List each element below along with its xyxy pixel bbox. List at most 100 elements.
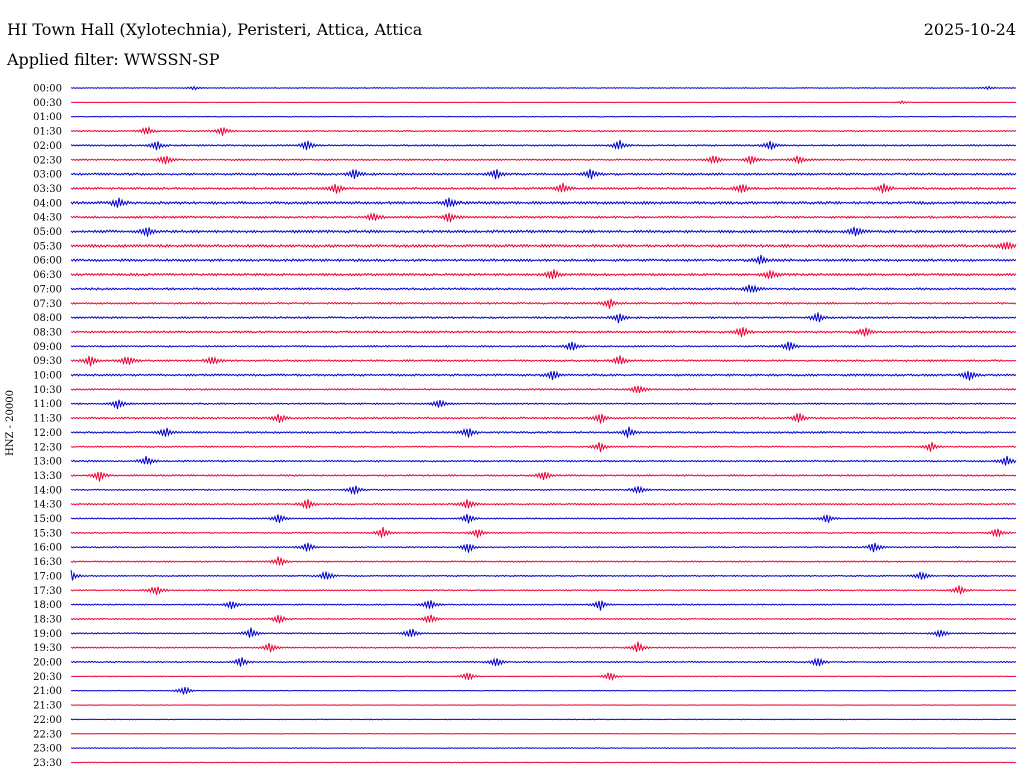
row-time-label: 06:00 (33, 256, 62, 267)
trace-line (70, 298, 1017, 309)
row-time-label: 20:00 (33, 658, 62, 669)
trace-line (70, 226, 1017, 237)
row-time-label: 05:00 (33, 227, 62, 238)
row-time-label: 23:30 (33, 758, 62, 769)
trace-line (70, 471, 1017, 482)
row-time-label: 17:30 (33, 586, 62, 597)
row-time-label: 15:30 (33, 528, 62, 539)
trace-line (70, 284, 1017, 293)
row-time-label: 10:30 (33, 385, 62, 396)
trace-line (70, 455, 1017, 466)
row-time-label: 01:30 (33, 127, 62, 138)
trace-line (70, 413, 1017, 424)
trace-line (70, 168, 1017, 180)
row-time-label: 02:00 (33, 141, 62, 152)
trace-line (70, 614, 1017, 624)
trace-line (70, 672, 1017, 682)
row-time-label: 10:00 (33, 371, 62, 382)
row-time-label: 18:30 (33, 614, 62, 625)
row-time-label: 13:00 (33, 457, 62, 468)
station-title: HI Town Hall (Xylotechnia), Peristeri, A… (7, 20, 423, 39)
trace-line (70, 686, 1017, 695)
trace-line (70, 197, 1017, 208)
row-time-label: 06:30 (33, 270, 62, 281)
trace-line (70, 704, 1017, 706)
trace-line (70, 370, 1017, 381)
row-time-label: 00:00 (33, 84, 62, 95)
row-time-label: 08:00 (33, 313, 62, 324)
trace-line (70, 140, 1017, 151)
trace-line (70, 355, 1017, 367)
row-time-label: 12:30 (33, 442, 62, 453)
trace-line (70, 155, 1017, 165)
row-time-label: 23:00 (33, 744, 62, 755)
row-time-label: 14:30 (33, 500, 62, 511)
trace-line (70, 585, 1017, 595)
row-time-label: 01:00 (33, 112, 62, 123)
row-time-label: 21:00 (33, 686, 62, 697)
trace-line (70, 99, 1017, 105)
row-time-label: 11:30 (33, 414, 62, 425)
row-time-label: 14:00 (33, 485, 62, 496)
row-time-label: 15:00 (33, 514, 62, 525)
trace-line (70, 115, 1017, 118)
trace-line (70, 254, 1017, 265)
row-time-label: 16:00 (33, 543, 62, 554)
trace-line (70, 182, 1017, 194)
filter-label: Applied filter: WWSSN-SP (7, 50, 220, 69)
trace-line (70, 542, 1017, 553)
trace-line (70, 241, 1017, 251)
trace-line (70, 327, 1017, 338)
trace-line (70, 269, 1017, 280)
trace-line (70, 385, 1017, 394)
row-time-label: 17:00 (33, 571, 62, 582)
row-time-label: 19:30 (33, 643, 62, 654)
trace-line (70, 718, 1017, 721)
trace-line (70, 399, 1017, 409)
row-time-label: 20:30 (33, 672, 62, 683)
trace-line (70, 85, 1017, 91)
row-time-label: 19:00 (33, 629, 62, 640)
row-time-label: 13:30 (33, 471, 62, 482)
trace-line (70, 312, 1017, 324)
row-time-label: 22:30 (33, 729, 62, 740)
row-time-label: 04:30 (33, 213, 62, 224)
trace-line (70, 125, 1017, 136)
trace-line (70, 747, 1017, 750)
trace-line (70, 761, 1017, 764)
row-time-label: 09:00 (33, 342, 62, 353)
trace-line (70, 732, 1017, 735)
row-time-label: 04:00 (33, 198, 62, 209)
row-time-label: 03:00 (33, 170, 62, 181)
row-time-label: 07:00 (33, 284, 62, 295)
trace-line (70, 441, 1017, 453)
row-time-label: 09:30 (33, 356, 62, 367)
trace-line (70, 569, 1017, 581)
row-time-label: 02:30 (33, 155, 62, 166)
trace-line (70, 341, 1017, 351)
row-time-label: 12:00 (33, 428, 62, 439)
row-time-label: 22:00 (33, 715, 62, 726)
trace-line (70, 600, 1017, 611)
row-time-label: 00:30 (33, 98, 62, 109)
trace-line (70, 513, 1017, 524)
row-time-label: 08:30 (33, 327, 62, 338)
trace-line (70, 212, 1017, 223)
trace-line (70, 641, 1017, 653)
row-time-label: 16:30 (33, 557, 62, 568)
row-time-label: 05:30 (33, 241, 62, 252)
trace-line (70, 527, 1017, 538)
plot-date: 2025-10-24 (923, 20, 1016, 39)
row-time-label: 03:30 (33, 184, 62, 195)
row-time-label: 11:00 (33, 399, 62, 410)
trace-line (70, 556, 1017, 567)
row-time-label: 21:30 (33, 701, 62, 712)
row-time-label: 07:30 (33, 299, 62, 310)
trace-line (70, 657, 1017, 667)
trace-line (70, 499, 1017, 509)
row-time-label: 18:00 (33, 600, 62, 611)
trace-line (70, 485, 1017, 495)
trace-line (70, 426, 1017, 438)
